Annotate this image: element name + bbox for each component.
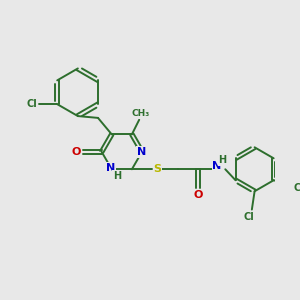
- Text: O: O: [71, 147, 81, 157]
- Text: N: N: [106, 164, 116, 173]
- Text: N: N: [137, 147, 147, 157]
- Text: H: H: [218, 155, 226, 165]
- Text: O: O: [193, 190, 203, 200]
- Text: N: N: [212, 160, 222, 171]
- Text: Cl: Cl: [26, 99, 37, 109]
- Text: Cl: Cl: [244, 212, 254, 222]
- Text: S: S: [154, 164, 161, 174]
- Text: CH₃: CH₃: [132, 109, 150, 118]
- Text: H: H: [113, 171, 121, 181]
- Text: Cl: Cl: [294, 183, 300, 193]
